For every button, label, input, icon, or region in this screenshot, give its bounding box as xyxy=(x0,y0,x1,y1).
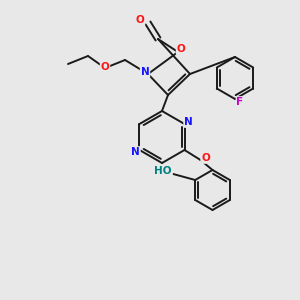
Text: N: N xyxy=(184,117,193,127)
Text: O: O xyxy=(136,15,144,25)
Text: O: O xyxy=(177,44,185,54)
Text: N: N xyxy=(131,147,140,157)
Text: HO: HO xyxy=(154,166,172,176)
Text: O: O xyxy=(100,62,109,72)
Text: F: F xyxy=(236,97,244,107)
Text: O: O xyxy=(201,153,210,163)
Text: N: N xyxy=(141,67,149,77)
